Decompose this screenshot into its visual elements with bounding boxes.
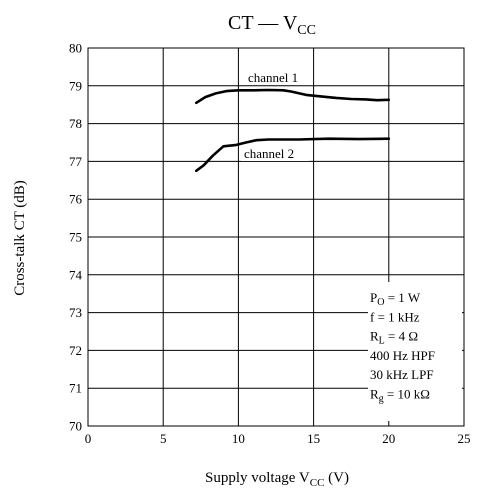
y-axis-title: Cross-talk CT (dB) [12, 180, 28, 296]
y-tick-label: 70 [69, 419, 82, 434]
y-tick-label: 74 [69, 267, 83, 282]
y-tick-label: 79 [69, 78, 82, 93]
x-tick-label: 0 [85, 431, 92, 446]
x-tick-label: 25 [458, 431, 471, 446]
y-tick-label: 76 [69, 192, 83, 207]
condition-line: RL = 4 Ω [370, 329, 418, 347]
x-tick-label: 15 [307, 431, 320, 446]
series-group: channel 1 channel 2 [195, 70, 391, 173]
y-tick-label: 75 [69, 230, 82, 245]
y-tick-label: 80 [69, 41, 82, 56]
series-label-1: channel 1 [248, 70, 298, 85]
y-tick-label: 73 [69, 305, 82, 320]
x-tick-label: 20 [382, 431, 395, 446]
x-axis-title: Supply voltage VCC (V) [205, 470, 349, 489]
y-tick-label: 78 [69, 116, 82, 131]
series-label-bg [245, 71, 313, 85]
series-line-2 [195, 137, 391, 173]
y-tick-label: 71 [69, 381, 82, 396]
chart-title: CT — VCC [228, 12, 316, 38]
series-label-2: channel 2 [244, 146, 294, 161]
plot-frame [87, 47, 465, 427]
y-tick-label: 77 [69, 154, 83, 169]
conditions-box [368, 282, 462, 421]
condition-line: Rg = 10 kΩ [370, 387, 430, 405]
condition-line: PO = 1 W [370, 290, 421, 308]
x-tick-label: 5 [160, 431, 167, 446]
condition-line: f = 1 kHz [370, 309, 420, 324]
series-label-bg [241, 147, 309, 161]
ticks: 0 5 10 15 20 25 70 71 72 73 74 75 76 77 78 79 80 [69, 41, 471, 447]
x-tick-label: 10 [232, 431, 245, 446]
series-line-1 [195, 88, 391, 105]
condition-line: 400 Hz HPF [370, 348, 435, 363]
y-tick-label: 72 [69, 343, 82, 358]
condition-line: 30 kHz LPF [370, 367, 434, 382]
